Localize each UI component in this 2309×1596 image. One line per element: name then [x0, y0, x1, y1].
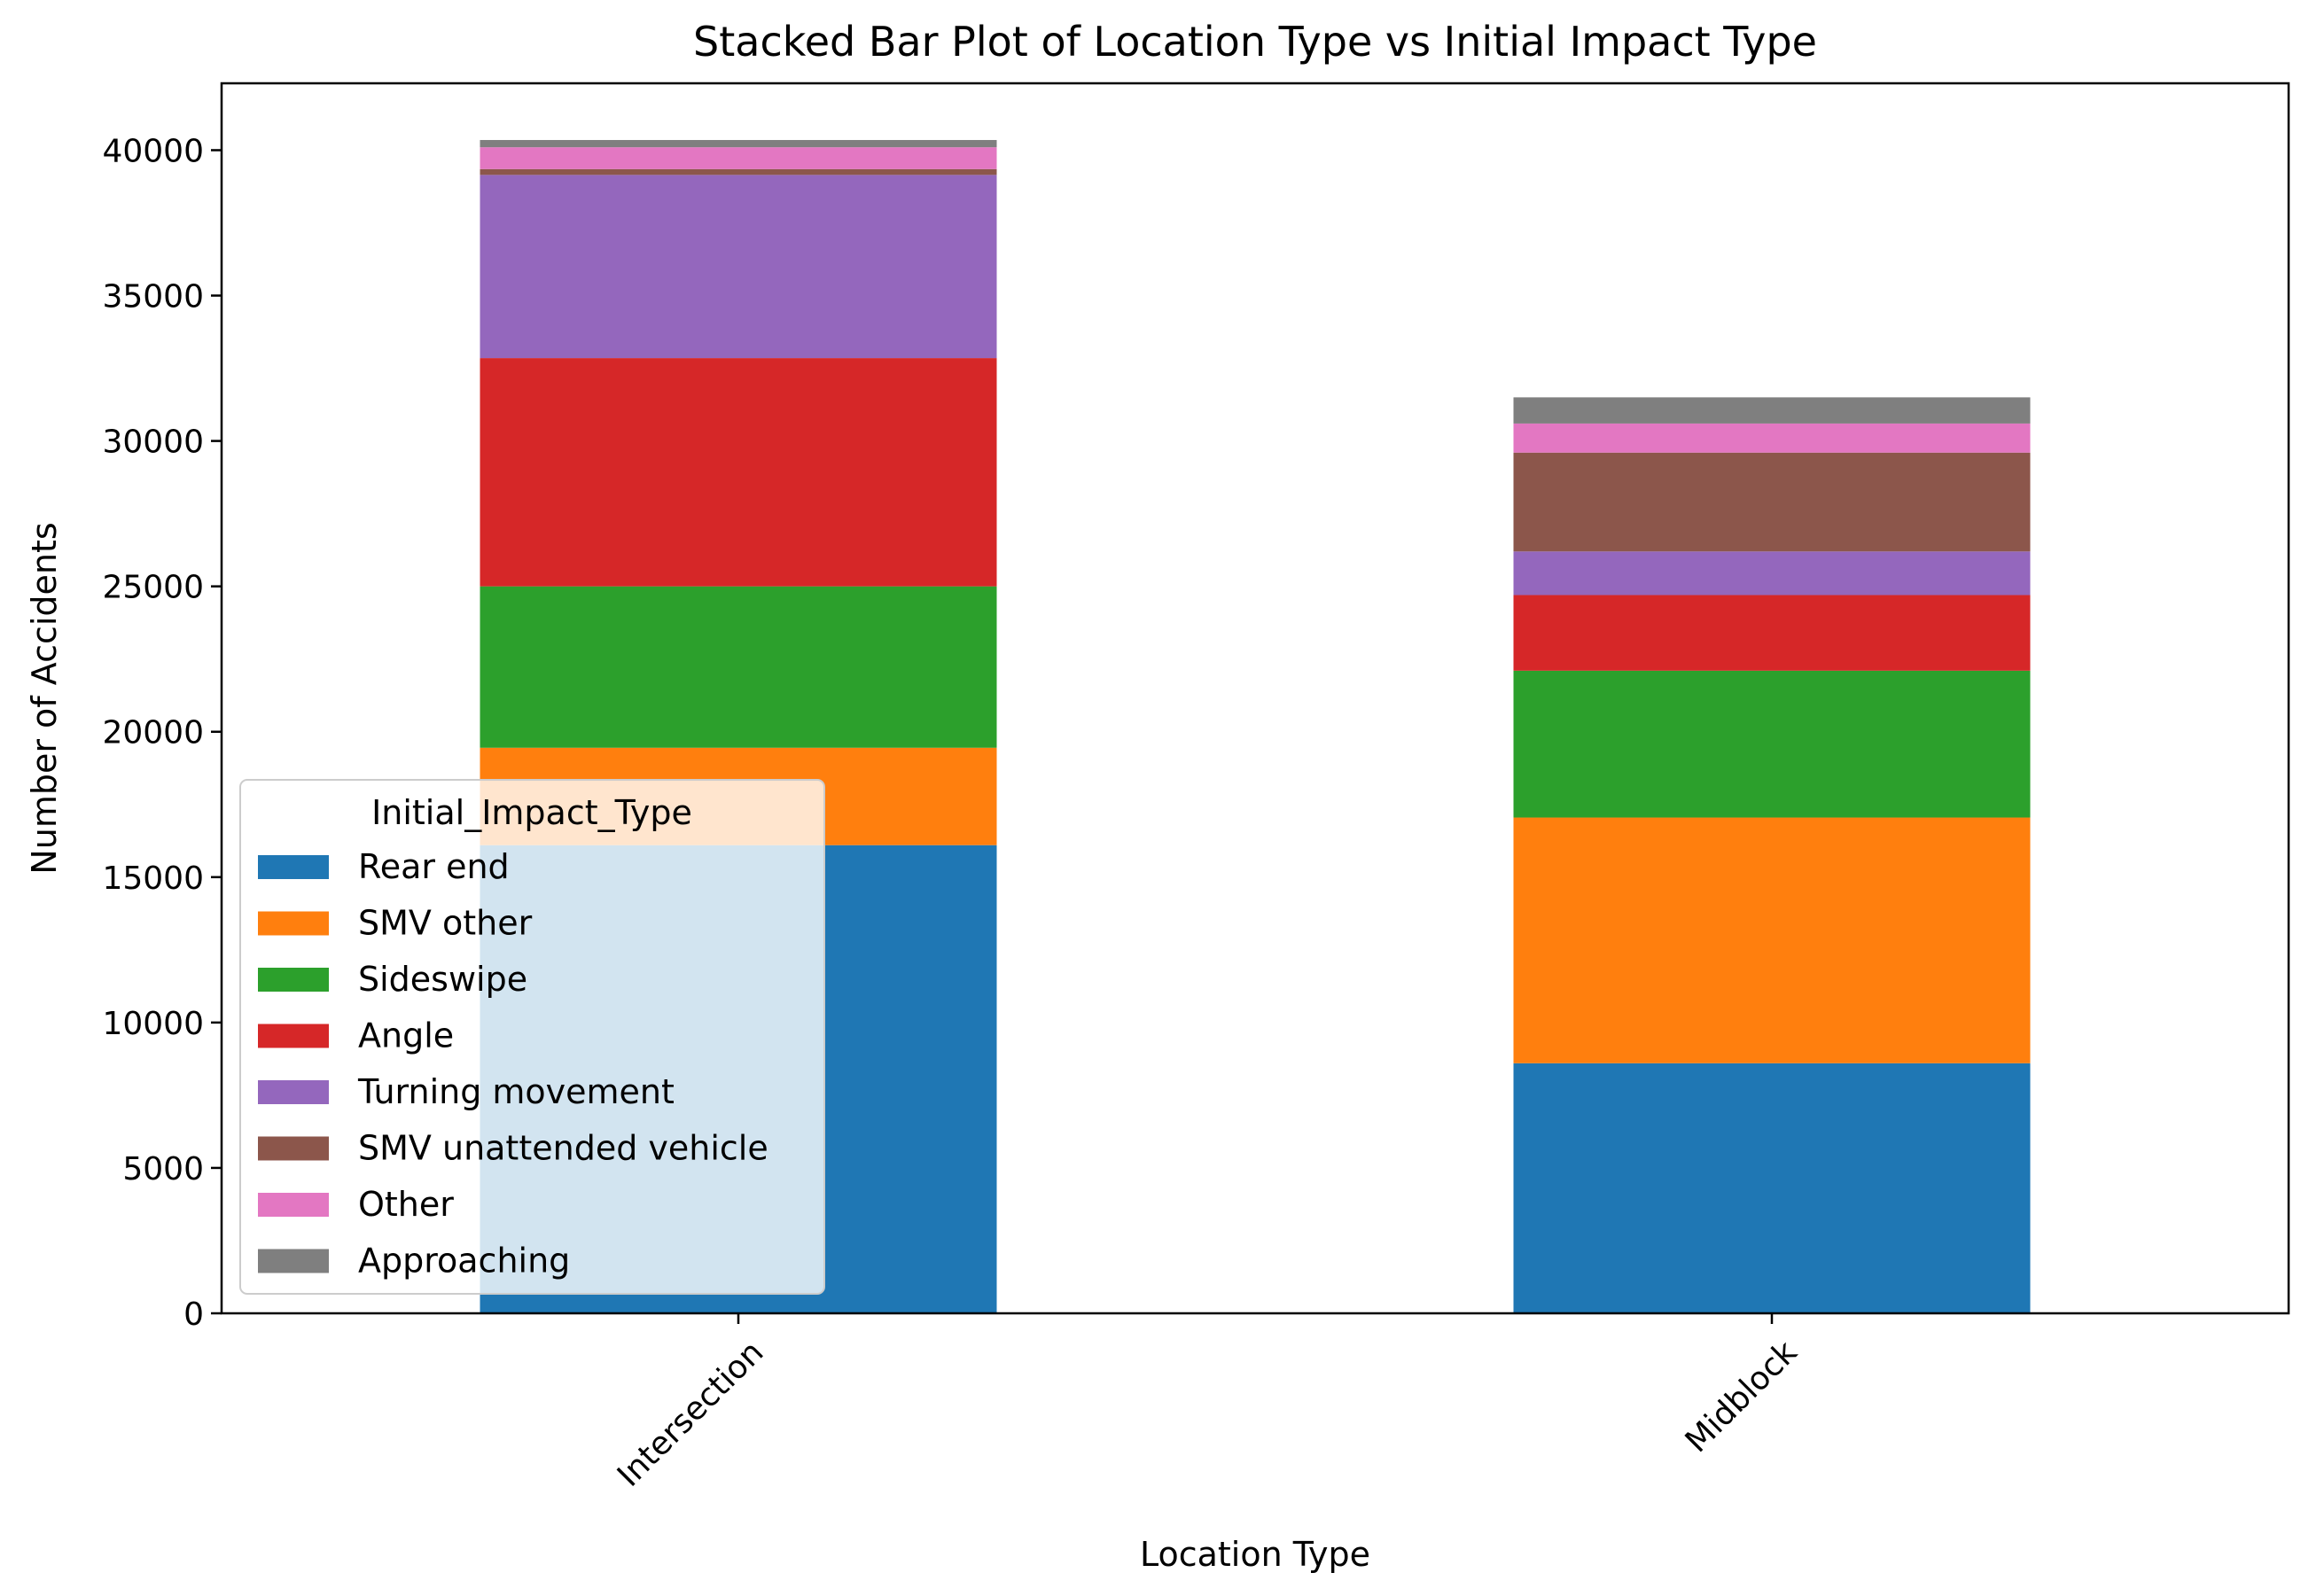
legend-box	[239, 779, 825, 1295]
y-tick-label: 0	[183, 1296, 204, 1333]
legend-label-sideswipe: Sideswipe	[358, 960, 527, 999]
y-tick-label: 35000	[102, 279, 204, 315]
y-tick-label: 10000	[102, 1006, 204, 1042]
bar-segment-intersection-approaching	[480, 139, 997, 148]
bar-segment-intersection-angle	[480, 358, 997, 587]
bar-segment-midblock-smv-other	[1513, 817, 2031, 1063]
legend-label-turning-movement: Turning movement	[357, 1072, 675, 1111]
y-tick-label: 30000	[102, 424, 204, 461]
legend: Initial_Impact_Type Rear end SMV other Sid…	[239, 779, 825, 1295]
legend-swatch-other	[258, 1193, 329, 1217]
bar-segment-intersection-turning-movement	[480, 175, 997, 359]
bar-segment-midblock-sideswipe	[1513, 670, 2031, 818]
y-tick-label: 40000	[102, 133, 204, 169]
chart-title: Stacked Bar Plot of Location Type vs Ini…	[693, 18, 1817, 66]
bar-segment-midblock-other	[1513, 423, 2031, 453]
bar-segment-midblock-rear-end	[1513, 1063, 2031, 1313]
legend-swatch-smv-unattended-vehicle	[258, 1136, 329, 1161]
y-tick-label: 15000	[102, 860, 204, 897]
bar-segment-intersection-sideswipe	[480, 586, 997, 748]
y-tick-label: 25000	[102, 570, 204, 606]
bar-segment-midblock-approaching	[1513, 397, 2031, 424]
bar-segment-midblock-angle	[1513, 595, 2031, 671]
legend-label-rear-end: Rear end	[358, 847, 510, 886]
legend-label-approaching: Approaching	[358, 1242, 570, 1281]
bar-segment-intersection-smv-unattended-vehicle	[480, 168, 997, 175]
bar-segment-intersection-other	[480, 147, 997, 169]
legend-label-smv-other: SMV other	[358, 904, 533, 943]
legend-swatch-angle	[258, 1024, 329, 1048]
legend-swatch-approaching	[258, 1249, 329, 1273]
y-axis: 0 5000 10000 15000 20000 25000 30000 35000 40000	[102, 133, 222, 1333]
legend-title: Initial_Impact_Type	[371, 793, 692, 832]
plot-frame	[220, 82, 2290, 1315]
y-tick-label: 20000	[102, 715, 204, 751]
legend-entries: Rear end SMV other Sideswipe Angle Turning m…	[258, 847, 768, 1281]
legend-label-smv-unattended-vehicle: SMV unattended vehicle	[358, 1129, 768, 1168]
legend-swatch-smv-other	[258, 911, 329, 936]
bar-segment-midblock-turning-movement	[1513, 551, 2031, 596]
y-axis-label: Number of Accidents	[25, 522, 64, 874]
legend-label-angle: Angle	[358, 1016, 454, 1055]
legend-swatch-rear-end	[258, 855, 329, 879]
x-axis-label: Location Type	[1140, 1535, 1370, 1574]
bar-segment-midblock-smv-unattended-vehicle	[1513, 452, 2031, 552]
y-tick-label: 5000	[122, 1151, 204, 1187]
bars-group	[480, 139, 2031, 1313]
legend-swatch-sideswipe	[258, 968, 329, 992]
legend-swatch-turning-movement	[258, 1080, 329, 1104]
legend-label-other: Other	[358, 1185, 454, 1224]
